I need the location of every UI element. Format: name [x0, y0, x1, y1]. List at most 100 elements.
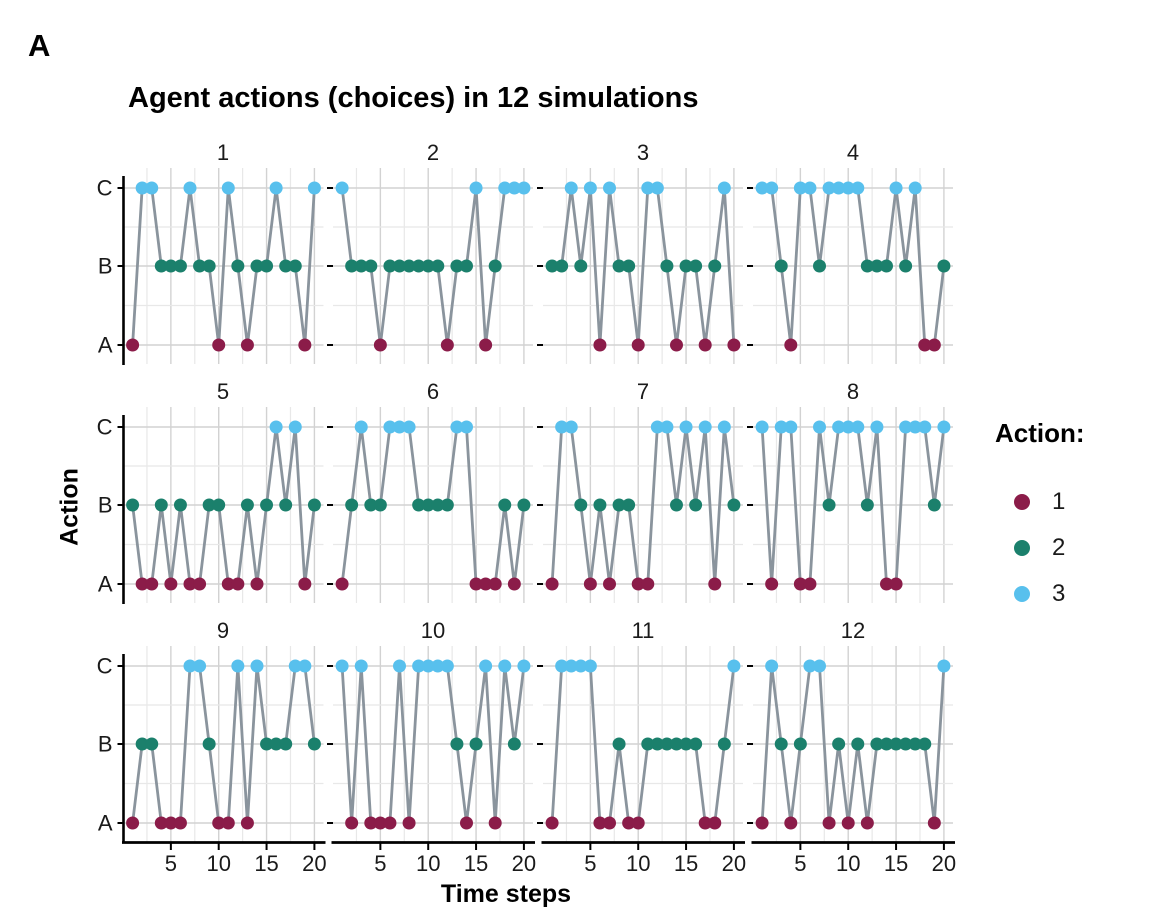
x-tick-label: 10	[206, 851, 230, 876]
panel-label: A	[28, 28, 51, 63]
y-tick-label: B	[98, 732, 113, 757]
data-point	[669, 498, 683, 512]
data-point	[555, 659, 569, 673]
data-point	[918, 737, 932, 751]
x-tick-label: 10	[626, 851, 650, 876]
data-point	[393, 420, 407, 434]
data-point	[803, 659, 817, 673]
data-point	[918, 420, 932, 434]
data-point	[650, 737, 664, 751]
data-point	[288, 259, 302, 273]
facet: 11 5 10 15 20	[537, 618, 746, 876]
data-point	[126, 338, 140, 352]
x-tick-label: 5	[794, 851, 806, 876]
facet-plot: 5 10 15 20	[327, 646, 536, 876]
data-point	[698, 420, 712, 434]
data-point	[583, 659, 597, 673]
data-point	[774, 259, 788, 273]
facet-plot: C B A	[97, 168, 324, 365]
data-point	[412, 259, 426, 273]
data-point	[650, 181, 664, 195]
data-point	[279, 737, 293, 751]
data-point	[288, 659, 302, 673]
data-point	[507, 737, 521, 751]
data-point	[689, 498, 703, 512]
data-point	[813, 259, 827, 273]
data-point	[564, 659, 578, 673]
data-point	[335, 577, 349, 591]
data-point	[603, 577, 617, 591]
data-point	[488, 577, 502, 591]
data-point	[373, 816, 387, 830]
data-point	[889, 737, 903, 751]
data-point	[431, 498, 445, 512]
legend-item: 1	[995, 479, 1085, 525]
facet: 8	[747, 379, 954, 605]
data-point	[879, 259, 893, 273]
data-point	[450, 737, 464, 751]
legend-item: 3	[995, 571, 1085, 617]
data-point	[793, 737, 807, 751]
data-point	[631, 338, 645, 352]
x-tick-label: 10	[836, 851, 860, 876]
data-point	[469, 181, 483, 195]
data-point	[755, 816, 769, 830]
x-tick-label: 15	[884, 851, 908, 876]
x-tick-label: 10	[416, 851, 440, 876]
data-point	[918, 338, 932, 352]
facet-title: 9	[216, 618, 230, 643]
data-point	[498, 498, 512, 512]
data-point	[260, 259, 274, 273]
data-point	[555, 259, 569, 273]
x-tick-label: 15	[464, 851, 488, 876]
facet-title: 11	[631, 618, 655, 643]
data-point	[545, 816, 559, 830]
data-point	[631, 577, 645, 591]
data-point	[583, 577, 597, 591]
data-point	[193, 659, 207, 673]
y-tick-label: A	[98, 811, 113, 836]
data-point	[354, 259, 368, 273]
data-point	[479, 659, 493, 673]
data-point	[298, 659, 312, 673]
y-tick-label: A	[98, 333, 113, 358]
data-point	[765, 659, 779, 673]
data-point	[622, 259, 636, 273]
data-point	[269, 181, 283, 195]
data-point	[498, 659, 512, 673]
data-point	[727, 659, 741, 673]
facet-title: 12	[840, 618, 866, 643]
data-point	[660, 259, 674, 273]
data-point	[927, 338, 941, 352]
data-point	[879, 737, 893, 751]
data-point	[860, 816, 874, 830]
data-point	[450, 420, 464, 434]
data-point	[164, 259, 178, 273]
data-point	[202, 737, 216, 751]
data-point	[440, 659, 454, 673]
data-point	[765, 181, 779, 195]
data-point	[402, 420, 416, 434]
data-point	[221, 577, 235, 591]
data-point	[307, 181, 321, 195]
data-point	[574, 659, 588, 673]
data-point	[421, 659, 435, 673]
facet-plot: 5 10 15 20	[537, 646, 746, 876]
facet-plot	[537, 168, 743, 364]
data-point	[822, 181, 836, 195]
data-point	[231, 659, 245, 673]
data-point	[440, 498, 454, 512]
facet-plot	[747, 407, 953, 603]
data-point	[450, 259, 464, 273]
data-point	[545, 259, 559, 273]
data-point	[307, 498, 321, 512]
data-point	[774, 420, 788, 434]
data-point	[260, 737, 274, 751]
data-point	[269, 737, 283, 751]
data-point	[641, 577, 655, 591]
data-point	[708, 577, 722, 591]
data-point	[727, 498, 741, 512]
chart-title: Agent actions (choices) in 12 simulation…	[128, 82, 699, 114]
y-tick-label: C	[97, 654, 113, 679]
